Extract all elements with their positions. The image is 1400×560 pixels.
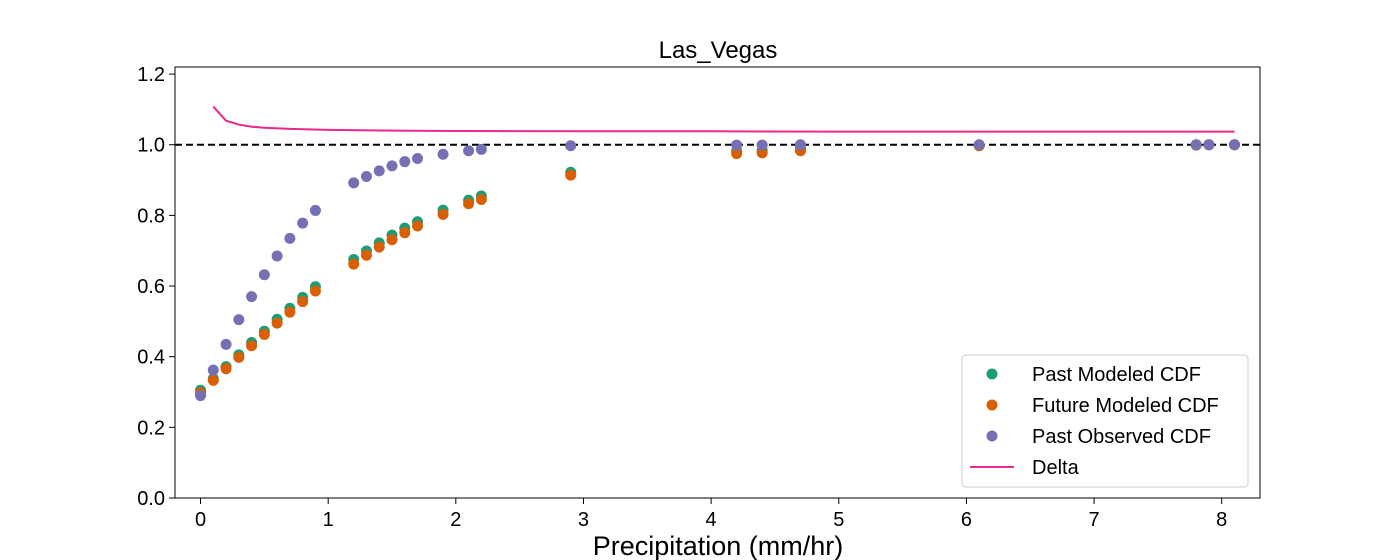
data-point — [360, 249, 372, 261]
data-point — [195, 390, 207, 402]
data-point — [437, 208, 449, 220]
data-point — [271, 317, 283, 329]
x-tick-label: 0 — [195, 509, 206, 531]
data-point — [412, 152, 424, 164]
data-point — [794, 139, 806, 151]
data-point — [348, 177, 360, 189]
data-point — [565, 169, 577, 181]
data-point — [1228, 139, 1240, 151]
plot-frame — [174, 66, 1261, 499]
data-point — [756, 147, 768, 159]
data-point — [233, 351, 245, 363]
data-point — [233, 314, 245, 326]
data-point — [1190, 139, 1202, 151]
legend-dot-marker — [986, 430, 998, 442]
x-tick-label: 4 — [706, 509, 717, 531]
y-tick-label: 0.8 — [137, 205, 165, 227]
data-point — [731, 148, 743, 160]
data-point — [246, 291, 258, 303]
data-point — [309, 285, 321, 297]
data-point — [360, 171, 372, 183]
data-point — [284, 306, 296, 318]
series-delta — [212, 105, 1235, 133]
legend-label: Past Observed CDF — [1032, 426, 1211, 448]
x-tick-label: 5 — [833, 509, 844, 531]
legend-label: Delta — [1032, 457, 1080, 479]
data-point — [399, 156, 411, 168]
y-tick-label: 1.2 — [137, 64, 165, 86]
data-point — [220, 363, 232, 375]
x-tick-label: 2 — [450, 509, 461, 531]
legend-label: Past Modeled CDF — [1032, 364, 1201, 386]
data-point — [386, 234, 398, 246]
data-point — [373, 165, 385, 177]
delta-line — [212, 105, 1235, 133]
y-tick-label: 0.6 — [137, 276, 165, 298]
y-tick-label: 0.2 — [137, 417, 165, 439]
data-point — [463, 145, 475, 157]
data-point — [284, 232, 296, 244]
legend-dot-marker — [986, 368, 998, 380]
y-tick-label: 0.0 — [137, 488, 165, 510]
data-point — [373, 241, 385, 253]
data-point — [412, 220, 424, 232]
data-point — [399, 227, 411, 239]
x-tick-label: 7 — [1088, 509, 1099, 531]
data-point — [973, 139, 985, 151]
series-past-observed-cdf — [195, 139, 1240, 402]
data-point — [271, 250, 283, 262]
data-point — [220, 338, 232, 350]
legend-box — [961, 354, 1249, 488]
legend-dot-marker — [986, 399, 998, 411]
data-point — [207, 374, 219, 386]
chart-title: Las_Vegas — [659, 37, 778, 64]
data-point — [297, 217, 309, 229]
data-point — [756, 139, 768, 151]
data-point — [258, 269, 270, 281]
data-point — [475, 143, 487, 155]
data-point — [207, 364, 219, 376]
data-point — [348, 258, 360, 270]
y-tick-label: 0.4 — [137, 347, 165, 369]
x-tick-label: 3 — [578, 509, 589, 531]
data-point — [463, 198, 475, 210]
data-point — [565, 140, 577, 152]
data-point — [297, 296, 309, 308]
y-tick-label: 1.0 — [137, 135, 165, 157]
plot-area: 0 1 2 3 4 5 6 7 8 0.0 0.2 0.4 0.6 0.8 1.0 1.2 — [137, 64, 1261, 531]
x-axis-label: Precipitation (mm/hr) — [593, 531, 844, 560]
data-point — [386, 160, 398, 172]
legend: Past Modeled CDF Future Modeled CDF Past O… — [961, 354, 1249, 488]
data-point — [246, 340, 258, 352]
data-point — [309, 204, 321, 216]
x-tick-label: 6 — [961, 509, 972, 531]
data-point — [475, 193, 487, 205]
data-point — [731, 139, 743, 151]
x-tick-label: 1 — [323, 509, 334, 531]
data-point — [437, 148, 449, 160]
legend-label: Future Modeled CDF — [1032, 395, 1219, 417]
data-point — [1203, 139, 1215, 151]
x-tick-label: 8 — [1216, 509, 1227, 531]
data-point — [258, 328, 270, 340]
